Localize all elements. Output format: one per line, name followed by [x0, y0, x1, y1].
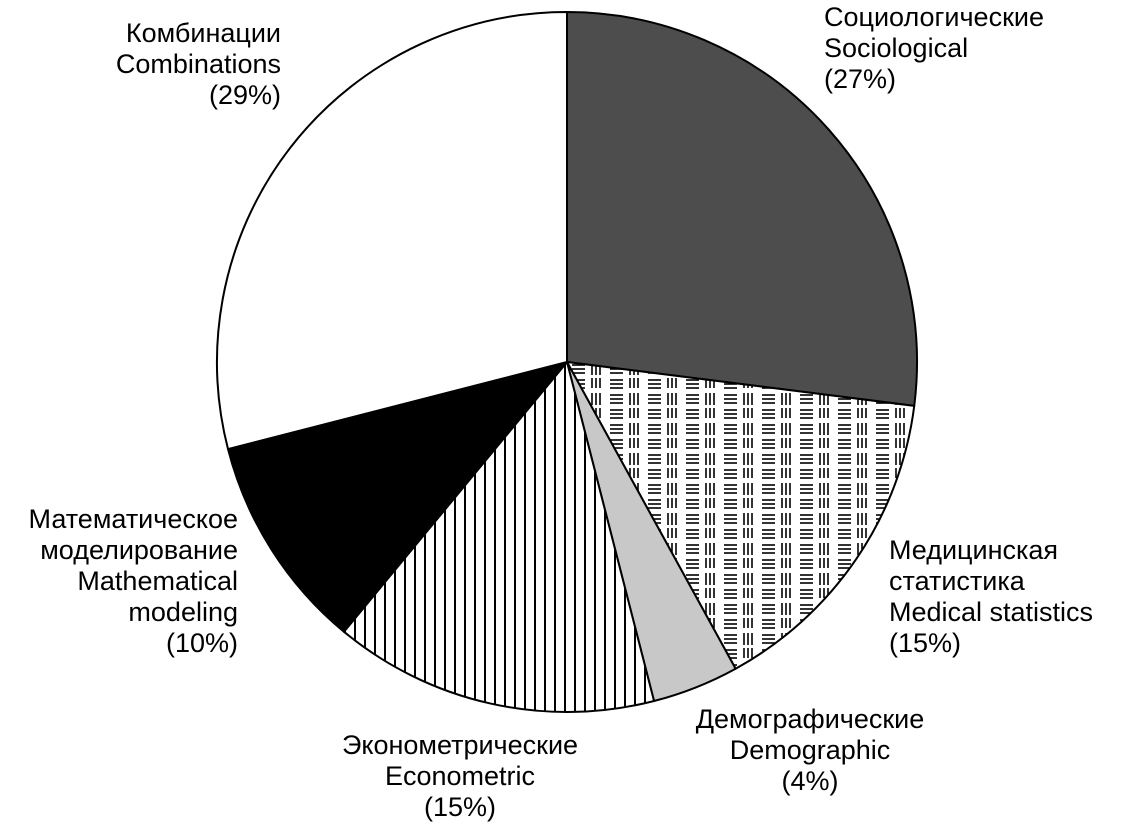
label-medical-statistics: Медицинская статистика Medical statistic…	[889, 535, 1093, 659]
label-demographic-en: Demographic	[729, 735, 891, 765]
label-combinations-percent: (29%)	[208, 80, 281, 110]
label-math-percent: (10%)	[165, 628, 238, 658]
label-demographic: Демографические Demographic (4%)	[660, 704, 960, 797]
label-medical-ru-line2: статистика	[889, 566, 1025, 596]
label-combinations: Комбинации Combinations (29%)	[116, 18, 281, 111]
label-econometric-percent: (15%)	[423, 792, 497, 822]
label-medical-percent: (15%)	[889, 628, 962, 658]
label-econometric-ru: Эконометрические	[341, 730, 579, 760]
pie-slice-combinations	[216, 11, 568, 451]
label-demographic-ru: Демографические	[695, 704, 925, 734]
label-econometric-en: Econometric	[384, 761, 536, 791]
label-math-ru-line2: моделирование	[40, 535, 238, 565]
label-sociological-ru: Социологические	[824, 2, 1044, 32]
pie-slice-econometric	[342, 361, 656, 713]
pie-slice-sociological	[566, 11, 918, 407]
label-math-en-line2: modeling	[128, 597, 238, 627]
label-math-en-line1: Mathematical	[77, 566, 238, 596]
label-econometric: Эконометрические Econometric (15%)	[310, 730, 610, 823]
label-medical-en: Medical statistics	[889, 597, 1094, 627]
label-combinations-ru: Комбинации	[125, 18, 281, 48]
pie-slice-medical-statistics	[566, 361, 916, 670]
label-demographic-percent: (4%)	[781, 766, 839, 796]
pie-slice-mathematical-modeling	[227, 361, 568, 633]
label-math-ru-line1: Математическое	[28, 504, 238, 534]
label-combinations-en: Combinations	[115, 49, 281, 79]
label-sociological: Социологические Sociological (27%)	[824, 2, 1044, 95]
label-sociological-percent: (27%)	[824, 64, 897, 94]
label-mathematical-modeling: Математическое моделирование Mathematica…	[29, 504, 238, 659]
label-sociological-en: Sociological	[824, 33, 969, 63]
label-medical-ru-line1: Медицинская	[889, 535, 1059, 565]
